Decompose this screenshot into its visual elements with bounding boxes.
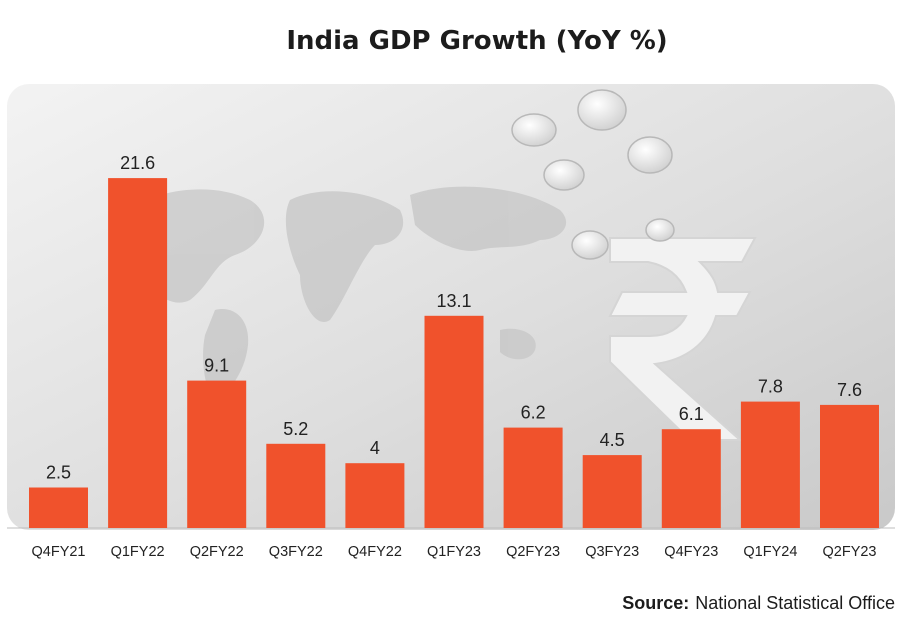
chart-title: India GDP Growth (YoY %) (286, 26, 667, 56)
bar-q4fy23 (661, 429, 721, 528)
x-tick-labels-layer: Q4FY21 Q1FY22 Q2FY22 Q3FY22 Q4FY22 Q1FY23 Q2FY… (32, 544, 877, 560)
x-tick-q3fy23: Q3FY23 (585, 544, 639, 560)
value-label-q2fy22: 9.1 (204, 356, 229, 376)
source-label: Source: (622, 593, 689, 613)
x-tick-q4fy23: Q4FY23 (664, 544, 718, 560)
bar-q4fy22 (345, 463, 405, 528)
source-note: Source: National Statistical Office (622, 593, 895, 613)
bar-q1fy24 (740, 401, 800, 528)
bar-q1fy22 (108, 178, 168, 528)
value-label-q4fy23: 6.1 (679, 404, 704, 424)
x-tick-q3fy22: Q3FY22 (269, 544, 323, 560)
value-label-q3fy23: 4.5 (600, 430, 625, 450)
x-tick-q4fy21: Q4FY21 (32, 544, 86, 560)
source-text: National Statistical Office (695, 593, 895, 613)
value-label-q3fy22: 5.2 (283, 419, 308, 439)
bar-q1fy23 (424, 315, 484, 528)
x-tick-q1fy22: Q1FY22 (111, 544, 165, 560)
bars-layer (29, 178, 879, 528)
bar-q2fy22 (187, 380, 247, 528)
value-label-q1fy23: 13.1 (436, 291, 471, 311)
x-tick-q1fy23: Q1FY23 (427, 544, 481, 560)
value-label-q1fy24: 7.8 (758, 377, 783, 397)
value-label-q2fy23: 6.2 (521, 403, 546, 423)
value-label-q4fy21: 2.5 (46, 463, 71, 483)
x-tick-q2fy23: Q2FY23 (823, 544, 877, 560)
x-tick-q2fy23: Q2FY23 (506, 544, 560, 560)
bar-q4fy21 (29, 487, 88, 528)
bar-q2fy23 (503, 427, 563, 528)
x-tick-q1fy24: Q1FY24 (743, 544, 797, 560)
bar-q3fy22 (266, 443, 326, 528)
x-tick-q2fy22: Q2FY22 (190, 544, 244, 560)
x-tick-q4fy22: Q4FY22 (348, 544, 402, 560)
bar-q3fy23 (582, 455, 642, 528)
coins-graphic (511, 89, 675, 260)
value-labels-layer: 2.5 21.6 9.1 5.2 4 13.1 6.2 4.5 6.1 7.8 7.6 (46, 153, 862, 482)
rupee-symbol-graphic (608, 237, 757, 441)
value-label-q1fy22: 21.6 (120, 153, 155, 173)
value-label-q2fy23: 7.6 (837, 380, 862, 400)
bar-q2fy23 (820, 404, 879, 528)
value-label-q4fy22: 4 (370, 438, 380, 458)
